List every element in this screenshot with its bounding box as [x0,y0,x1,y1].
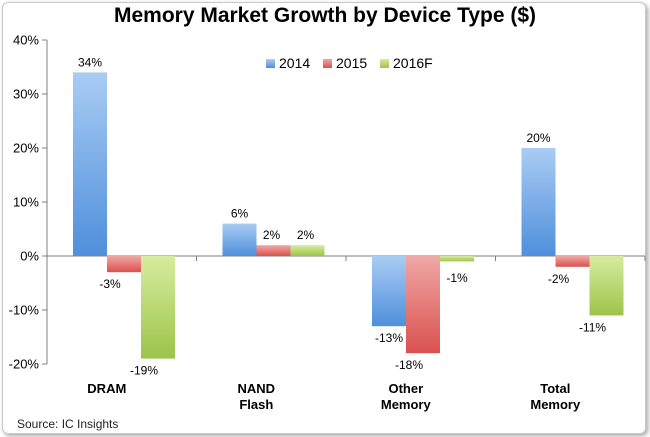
bar-2015-total-memory [555,256,590,267]
source-note: Source: IC Insights [17,417,119,431]
y-tick-label: 40% [13,33,39,48]
data-label: 2% [263,228,281,242]
y-tick-label: -20% [9,357,40,372]
y-tick-label: 30% [13,87,39,102]
bar-2014-other-memory [372,256,406,327]
bar-2014-total-memory [521,148,556,256]
bar-2016F-dram [141,256,175,359]
data-label: -2% [548,272,570,286]
y-tick-label: -10% [9,303,40,318]
bar-2016F-other-memory [440,256,474,262]
legend-label: 2014 [279,55,310,71]
bar-2015-dram [107,256,141,273]
legend-swatch-2016F [380,59,389,68]
data-label: -18% [395,358,423,372]
category-label: NAND Flash [238,381,276,412]
y-tick-label: 20% [13,141,39,156]
data-label: -13% [375,331,403,345]
data-label: -11% [579,320,606,334]
data-label: -3% [99,277,121,291]
y-tick-label: 0% [20,249,39,264]
bar-2014-dram [73,72,107,257]
data-label: 6% [231,207,249,221]
chart-title: Memory Market Growth by Device Type ($) [113,4,537,27]
data-label: 34% [78,55,102,69]
bar-2015-other-memory [406,256,440,354]
y-tick-label: 10% [13,195,39,210]
data-label: -19% [130,364,158,378]
legend-label: 2016F [393,55,433,71]
bar-2016F-total-memory [589,256,624,316]
data-label: 20% [526,131,550,145]
bar-2016F-nand-flash [290,245,325,256]
category-label: DRAM [87,381,126,396]
legend-label: 2015 [336,55,367,71]
bar-2015-nand-flash [256,245,291,256]
legend-swatch-2015 [323,59,332,68]
data-label: 2% [297,228,315,242]
bar-2014-nand-flash [222,223,257,256]
category-label: Other Memory [381,381,432,412]
data-label: -1% [446,271,468,285]
category-label: Total Memory [530,381,581,412]
legend-swatch-2014 [266,59,275,68]
